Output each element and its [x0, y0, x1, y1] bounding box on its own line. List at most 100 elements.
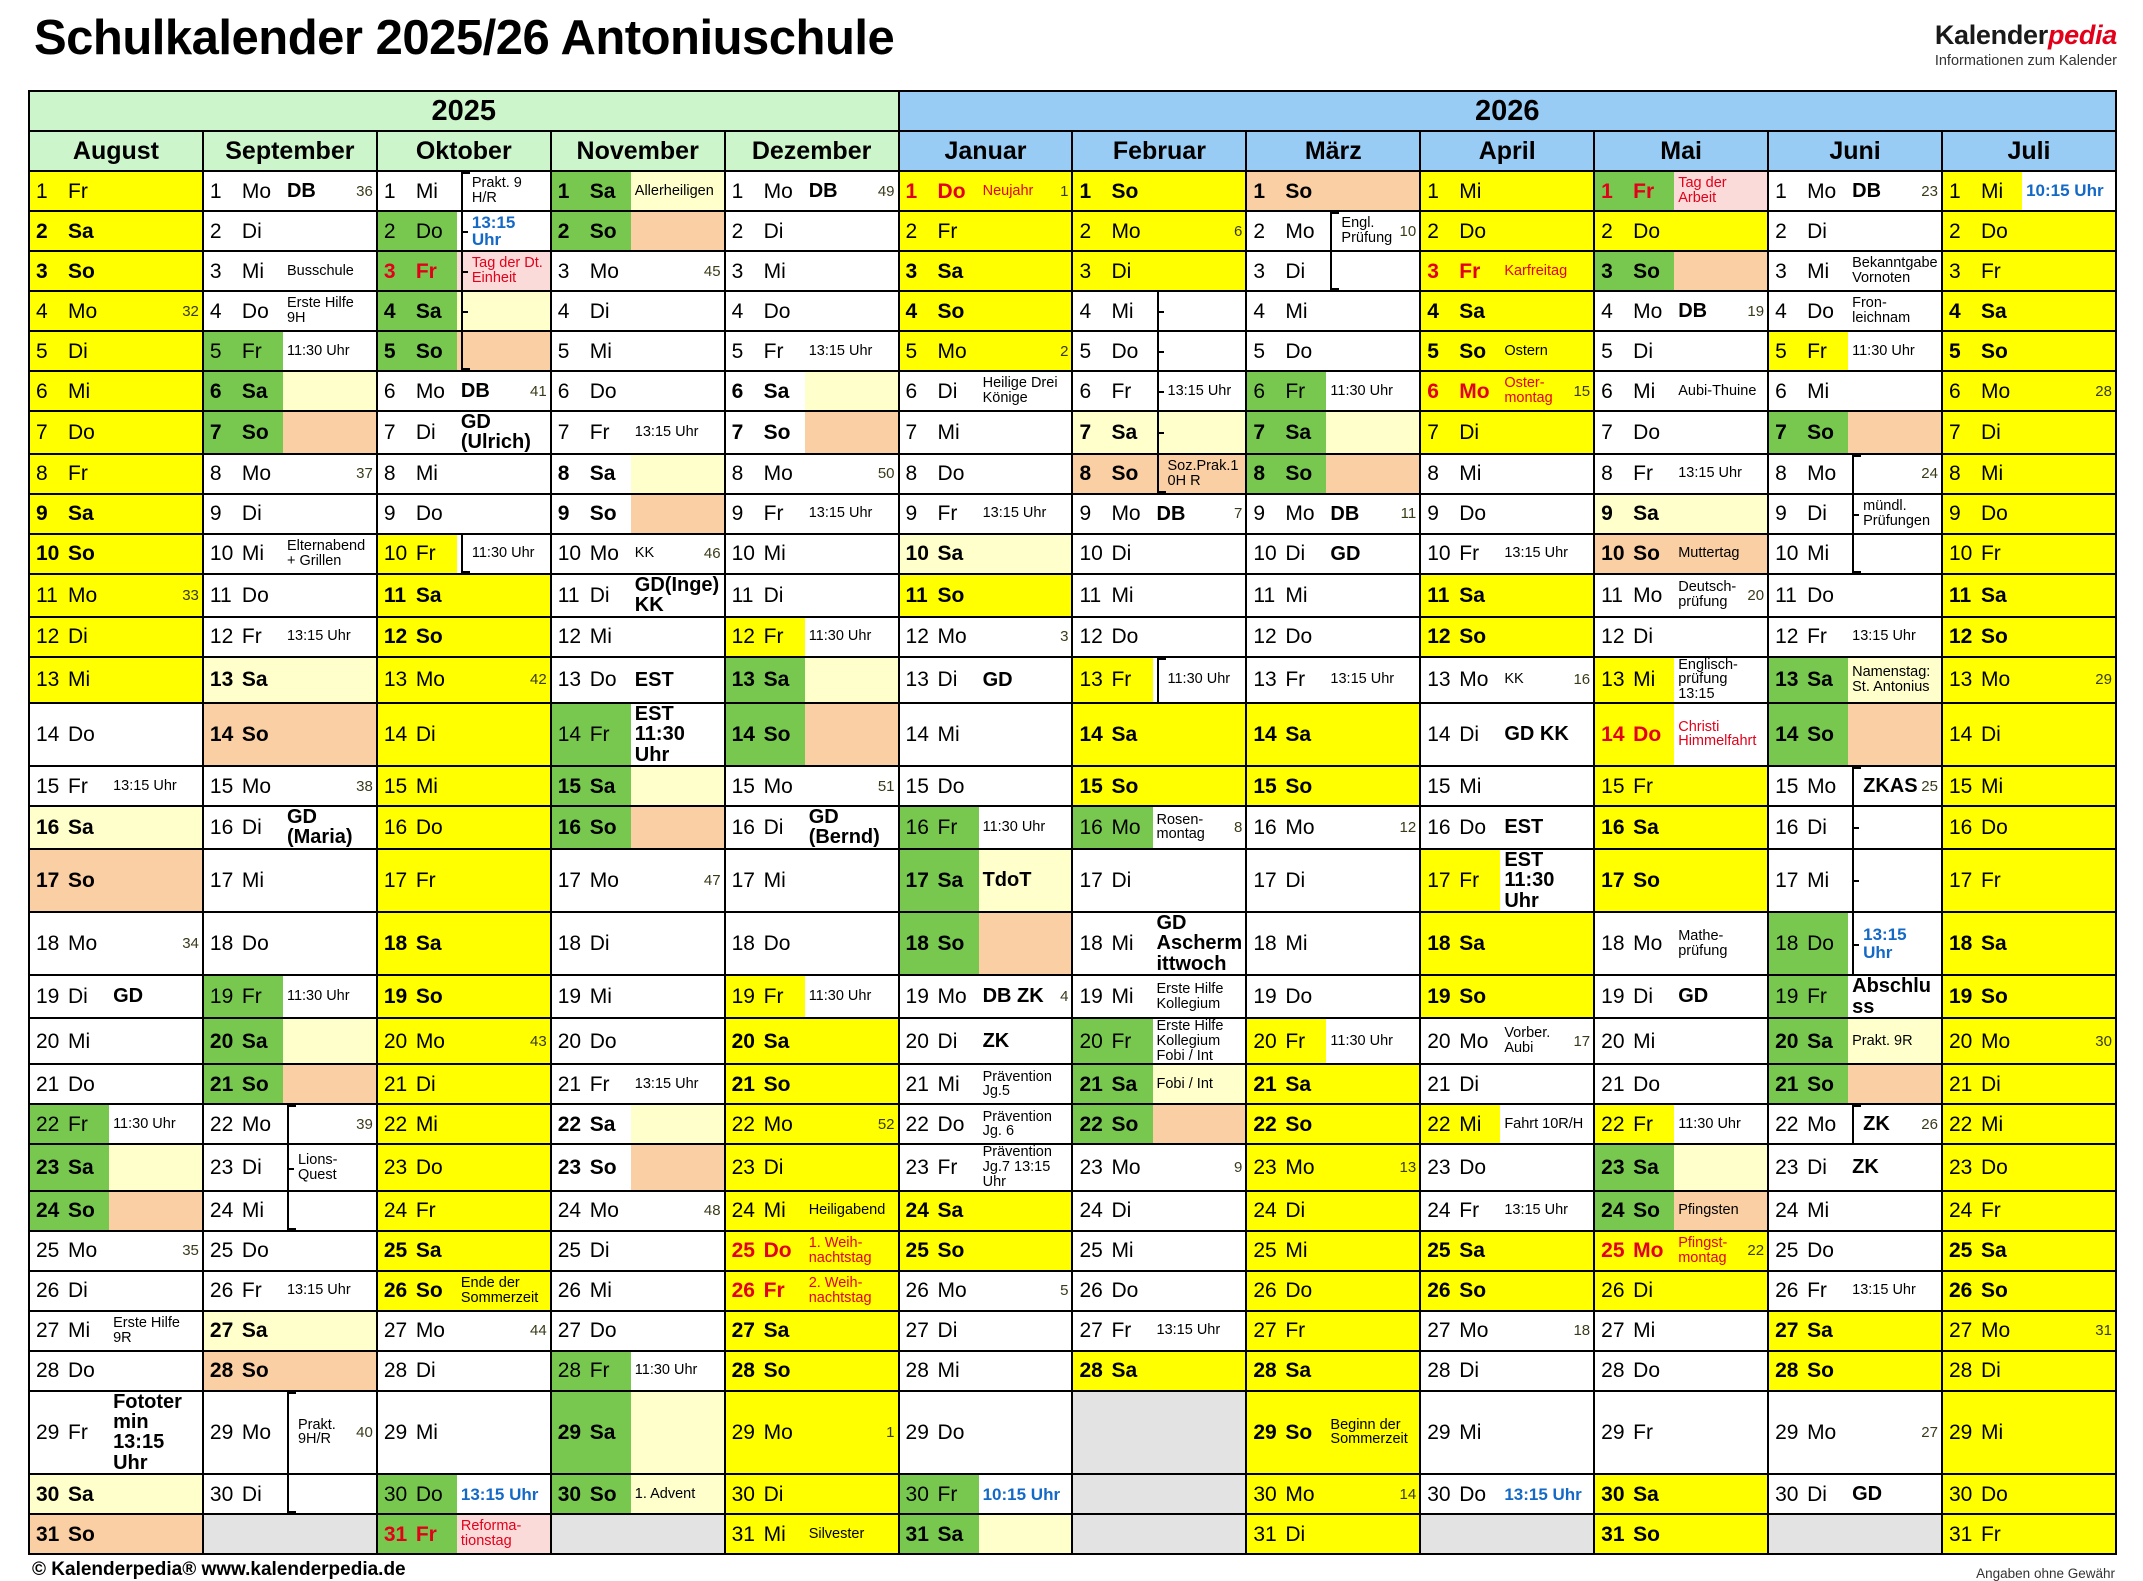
day-cell[interactable]: 28 Do [28, 1349, 204, 1392]
day-cell[interactable]: 25 Do [1767, 1229, 1943, 1272]
day-cell[interactable]: 28 Mi [897, 1349, 1074, 1392]
day-cell[interactable]: 22 Do Prävention Jg. 6 [897, 1103, 1074, 1146]
day-cell[interactable]: 21 Do [1593, 1063, 1770, 1106]
day-cell[interactable]: 9 Sa [28, 492, 204, 535]
day-cell[interactable]: 16 So [549, 805, 726, 850]
day-cell[interactable]: 3 So [28, 250, 204, 292]
day-cell[interactable]: 19 So [1940, 974, 2118, 1019]
day-cell[interactable] [549, 1513, 726, 1556]
day-cell[interactable]: 12 Fr 13:15 Uhr [1767, 615, 1943, 658]
day-cell[interactable]: 29 Sa [549, 1389, 726, 1476]
day-cell[interactable]: 8 Mo 24 [1767, 452, 1943, 495]
day-cell[interactable]: 25 Di [549, 1229, 726, 1272]
day-cell[interactable]: 18 Sa [1940, 911, 2118, 977]
day-cell[interactable]: 26 So Ende der Sommerzeit [375, 1269, 552, 1312]
day-cell[interactable]: 30 So 1. Advent [549, 1473, 726, 1516]
day-cell[interactable]: 22 Mo ZK 26 [1767, 1103, 1943, 1146]
day-cell[interactable]: 23 Do [1419, 1143, 1596, 1192]
day-cell[interactable]: 15 Sa [549, 765, 726, 808]
day-cell[interactable]: 15 Do [897, 765, 1074, 808]
day-cell[interactable]: 12 Fr 11:30 Uhr [723, 615, 900, 658]
day-cell[interactable]: 26 Do [1245, 1269, 1422, 1312]
day-cell[interactable]: 15 Mo 38 [201, 765, 378, 808]
day-cell[interactable]: 5 Do [1071, 330, 1248, 372]
day-cell[interactable]: 22 So [1245, 1103, 1422, 1146]
day-cell[interactable]: 9 Fr 13:15 Uhr [723, 492, 900, 535]
day-cell[interactable]: 25 Mi [1071, 1229, 1248, 1272]
day-cell[interactable]: 16 Do EST [1419, 805, 1596, 850]
day-cell[interactable]: 3 Sa [897, 250, 1074, 292]
day-cell[interactable]: 3 Di [1245, 250, 1422, 292]
day-cell[interactable]: 13 Do EST [549, 655, 726, 704]
day-cell[interactable]: 17 Sa TdoT [897, 847, 1074, 914]
day-cell[interactable]: 29 Fr Fototermin 13:15 Uhr [28, 1389, 204, 1476]
day-cell[interactable]: 16 Di GD (Maria) [201, 805, 378, 850]
day-cell[interactable]: 20 Mi [1593, 1016, 1770, 1066]
day-cell[interactable]: 6 Do [549, 370, 726, 412]
day-cell[interactable]: 8 Mo 37 [201, 452, 378, 495]
day-cell[interactable]: 30 Do 13:15 Uhr [375, 1473, 552, 1516]
day-cell[interactable]: 22 Mi [1940, 1103, 2118, 1146]
day-cell[interactable]: 9 Sa [1593, 492, 1770, 535]
day-cell[interactable]: 31 Mi Silvester [723, 1513, 900, 1556]
day-cell[interactable]: 17 Di [1071, 847, 1248, 914]
day-cell[interactable]: 20 Mo 43 [375, 1016, 552, 1066]
day-cell[interactable]: 15 Mo ZKAS 25 [1767, 765, 1943, 808]
day-cell[interactable]: 19 Fr 11:30 Uhr [201, 974, 378, 1019]
day-cell[interactable]: 16 Do [375, 805, 552, 850]
day-cell[interactable]: 20 Mo 30 [1940, 1016, 2118, 1066]
day-cell[interactable]: 18 Di [549, 911, 726, 977]
day-cell[interactable]: 2 So [549, 210, 726, 252]
day-cell[interactable]: 21 Fr 13:15 Uhr [549, 1063, 726, 1106]
day-cell[interactable]: 15 So [1071, 765, 1248, 808]
day-cell[interactable]: 17 Fr EST 11:30 Uhr [1419, 847, 1596, 914]
day-cell[interactable]: 20 Fr 11:30 Uhr [1245, 1016, 1422, 1066]
day-cell[interactable]: 10 Mi [723, 532, 900, 575]
day-cell[interactable]: 7 Sa [1245, 410, 1422, 455]
day-cell[interactable]: 10 Di [1071, 532, 1248, 575]
day-cell[interactable]: 2 Do [1593, 210, 1770, 252]
day-cell[interactable]: 26 Fr 13:15 Uhr [201, 1269, 378, 1312]
day-cell[interactable]: 19 Mi [549, 974, 726, 1019]
day-cell[interactable]: 6 Mi [1767, 370, 1943, 412]
day-cell[interactable]: 26 Di [1593, 1269, 1770, 1312]
day-cell[interactable]: 10 Di GD [1245, 532, 1422, 575]
day-cell[interactable]: 27 Mi [1593, 1309, 1770, 1352]
day-cell[interactable] [1767, 1513, 1943, 1556]
day-cell[interactable]: 31 Sa [897, 1513, 1074, 1556]
day-cell[interactable]: 22 Mi [375, 1103, 552, 1146]
day-cell[interactable]: 20 Sa [723, 1016, 900, 1066]
day-cell[interactable]: 8 Mi [1419, 452, 1596, 495]
day-cell[interactable]: 1 Fr Tag der Arbeit [1593, 170, 1770, 212]
day-cell[interactable]: 23 Sa [28, 1143, 204, 1192]
day-cell[interactable]: 3 Fr Karfreitag [1419, 250, 1596, 292]
day-cell[interactable]: 6 Fr 13:15 Uhr [1071, 370, 1248, 412]
day-cell[interactable]: 1 Mi [1419, 170, 1596, 212]
day-cell[interactable]: 14 Mi [897, 701, 1074, 768]
day-cell[interactable]: 2 Fr [897, 210, 1074, 252]
day-cell[interactable]: 24 So Pfingsten [1593, 1189, 1770, 1232]
day-cell[interactable]: 26 Mi [549, 1269, 726, 1312]
day-cell[interactable]: 6 Mo DB 41 [375, 370, 552, 412]
day-cell[interactable]: 19 So [375, 974, 552, 1019]
day-cell[interactable]: 29 So Beginn der Sommerzeit [1245, 1389, 1422, 1476]
day-cell[interactable]: 16 Di GD (Bernd) [723, 805, 900, 850]
day-cell[interactable]: 7 Do [1593, 410, 1770, 455]
day-cell[interactable]: 13 Sa Namenstag: St. Antonius [1767, 655, 1943, 704]
day-cell[interactable]: 17 Mi [723, 847, 900, 914]
day-cell[interactable]: 15 Mi [1940, 765, 2118, 808]
day-cell[interactable]: 14 So [723, 701, 900, 768]
day-cell[interactable]: 5 So [1940, 330, 2118, 372]
day-cell[interactable]: 21 So [201, 1063, 378, 1106]
day-cell[interactable]: 14 Sa [1245, 701, 1422, 768]
day-cell[interactable]: 29 Do [897, 1389, 1074, 1476]
day-cell[interactable]: 18 Do [723, 911, 900, 977]
day-cell[interactable]: 28 Di [1419, 1349, 1596, 1392]
day-cell[interactable]: 14 Fr EST 11:30 Uhr [549, 701, 726, 768]
day-cell[interactable]: 19 Fr Abschluss [1767, 974, 1943, 1019]
day-cell[interactable]: 28 So [201, 1349, 378, 1392]
day-cell[interactable]: 10 Fr [1940, 532, 2118, 575]
day-cell[interactable]: 16 Sa [28, 805, 204, 850]
day-cell[interactable]: 30 Di [723, 1473, 900, 1516]
day-cell[interactable] [1071, 1473, 1248, 1516]
